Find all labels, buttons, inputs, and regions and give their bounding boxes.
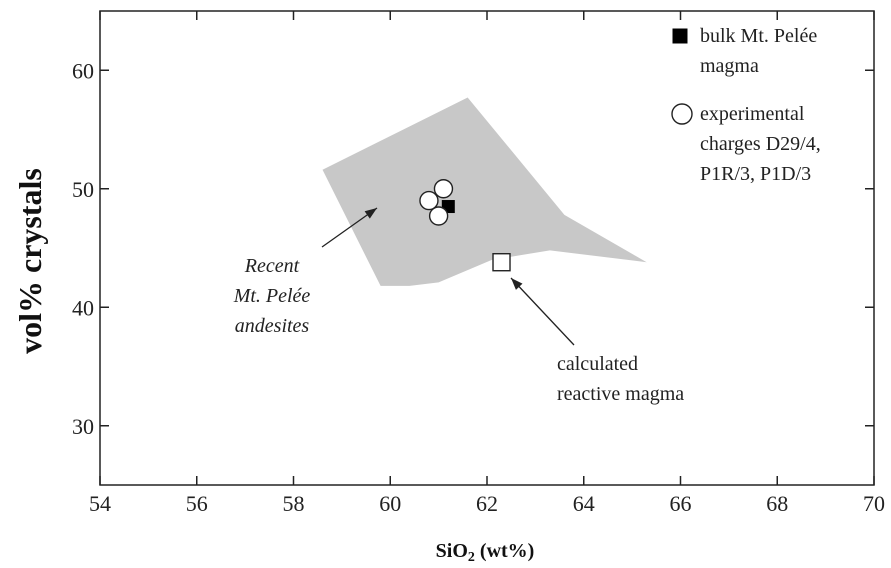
legend: bulk Mt. Pelée magma experimental charges D… — [671, 25, 821, 185]
x-tick-label: 58 — [283, 491, 305, 516]
experimental-charge-point — [433, 179, 454, 199]
annotation-layer: Recent Mt. Pelée andesites calculated reacti… — [233, 207, 684, 405]
tick-layer: 54 56 58 60 62 64 66 68 70 30 40 50 60 — [72, 11, 885, 516]
x-tick-label: 62 — [476, 491, 498, 516]
point-layer — [419, 179, 511, 272]
y-tick-label: 60 — [72, 58, 94, 83]
x-tick-label: 64 — [573, 491, 595, 516]
experimental-charge-point — [419, 190, 439, 211]
region-label-line: Recent — [244, 255, 300, 277]
calculated-magma-point — [492, 253, 511, 272]
andesite-region — [322, 97, 647, 286]
calculated-label-line: calculated — [557, 353, 638, 375]
x-tick-label: 68 — [766, 491, 788, 516]
x-tick-label: 60 — [379, 491, 401, 516]
region-label-line: Mt. Pelée — [233, 285, 311, 307]
calculated-arrow-head — [511, 278, 523, 290]
y-tick-label: 50 — [72, 177, 94, 202]
y-tick-label: 30 — [72, 414, 94, 439]
x-tick-label: 56 — [186, 491, 208, 516]
x-tick-label: 66 — [670, 491, 692, 516]
legend-experimental-label-line: charges D29/4, — [700, 133, 821, 155]
legend-bulk-marker — [672, 28, 688, 44]
calculated-label-line: reactive magma — [557, 383, 684, 405]
legend-bulk-label-line: magma — [700, 55, 759, 77]
x-axis-title-main: SiO — [436, 540, 468, 562]
x-axis-title-subscript: 2 — [468, 550, 475, 565]
calculated-arrow-shaft — [510, 277, 575, 346]
legend-experimental-label-line: experimental — [700, 103, 805, 125]
region-label-line: andesites — [235, 315, 310, 337]
experimental-charge-point — [428, 206, 449, 226]
x-axis-title-unit: (wt%) — [475, 540, 534, 562]
region-arrow-head — [364, 208, 377, 219]
x-tick-label: 70 — [863, 491, 885, 516]
y-tick-label: 40 — [72, 295, 94, 320]
legend-experimental-label-line: P1R/3, P1D/3 — [700, 163, 811, 185]
region-layer — [322, 97, 647, 286]
y-axis-title: vol% crystals — [12, 168, 48, 354]
legend-bulk-label-line: bulk Mt. Pelée — [700, 25, 817, 47]
x-axis-title: SiO2 (wt%) — [436, 540, 535, 565]
x-tick-label: 54 — [89, 491, 111, 516]
legend-experimental-marker — [671, 103, 693, 125]
